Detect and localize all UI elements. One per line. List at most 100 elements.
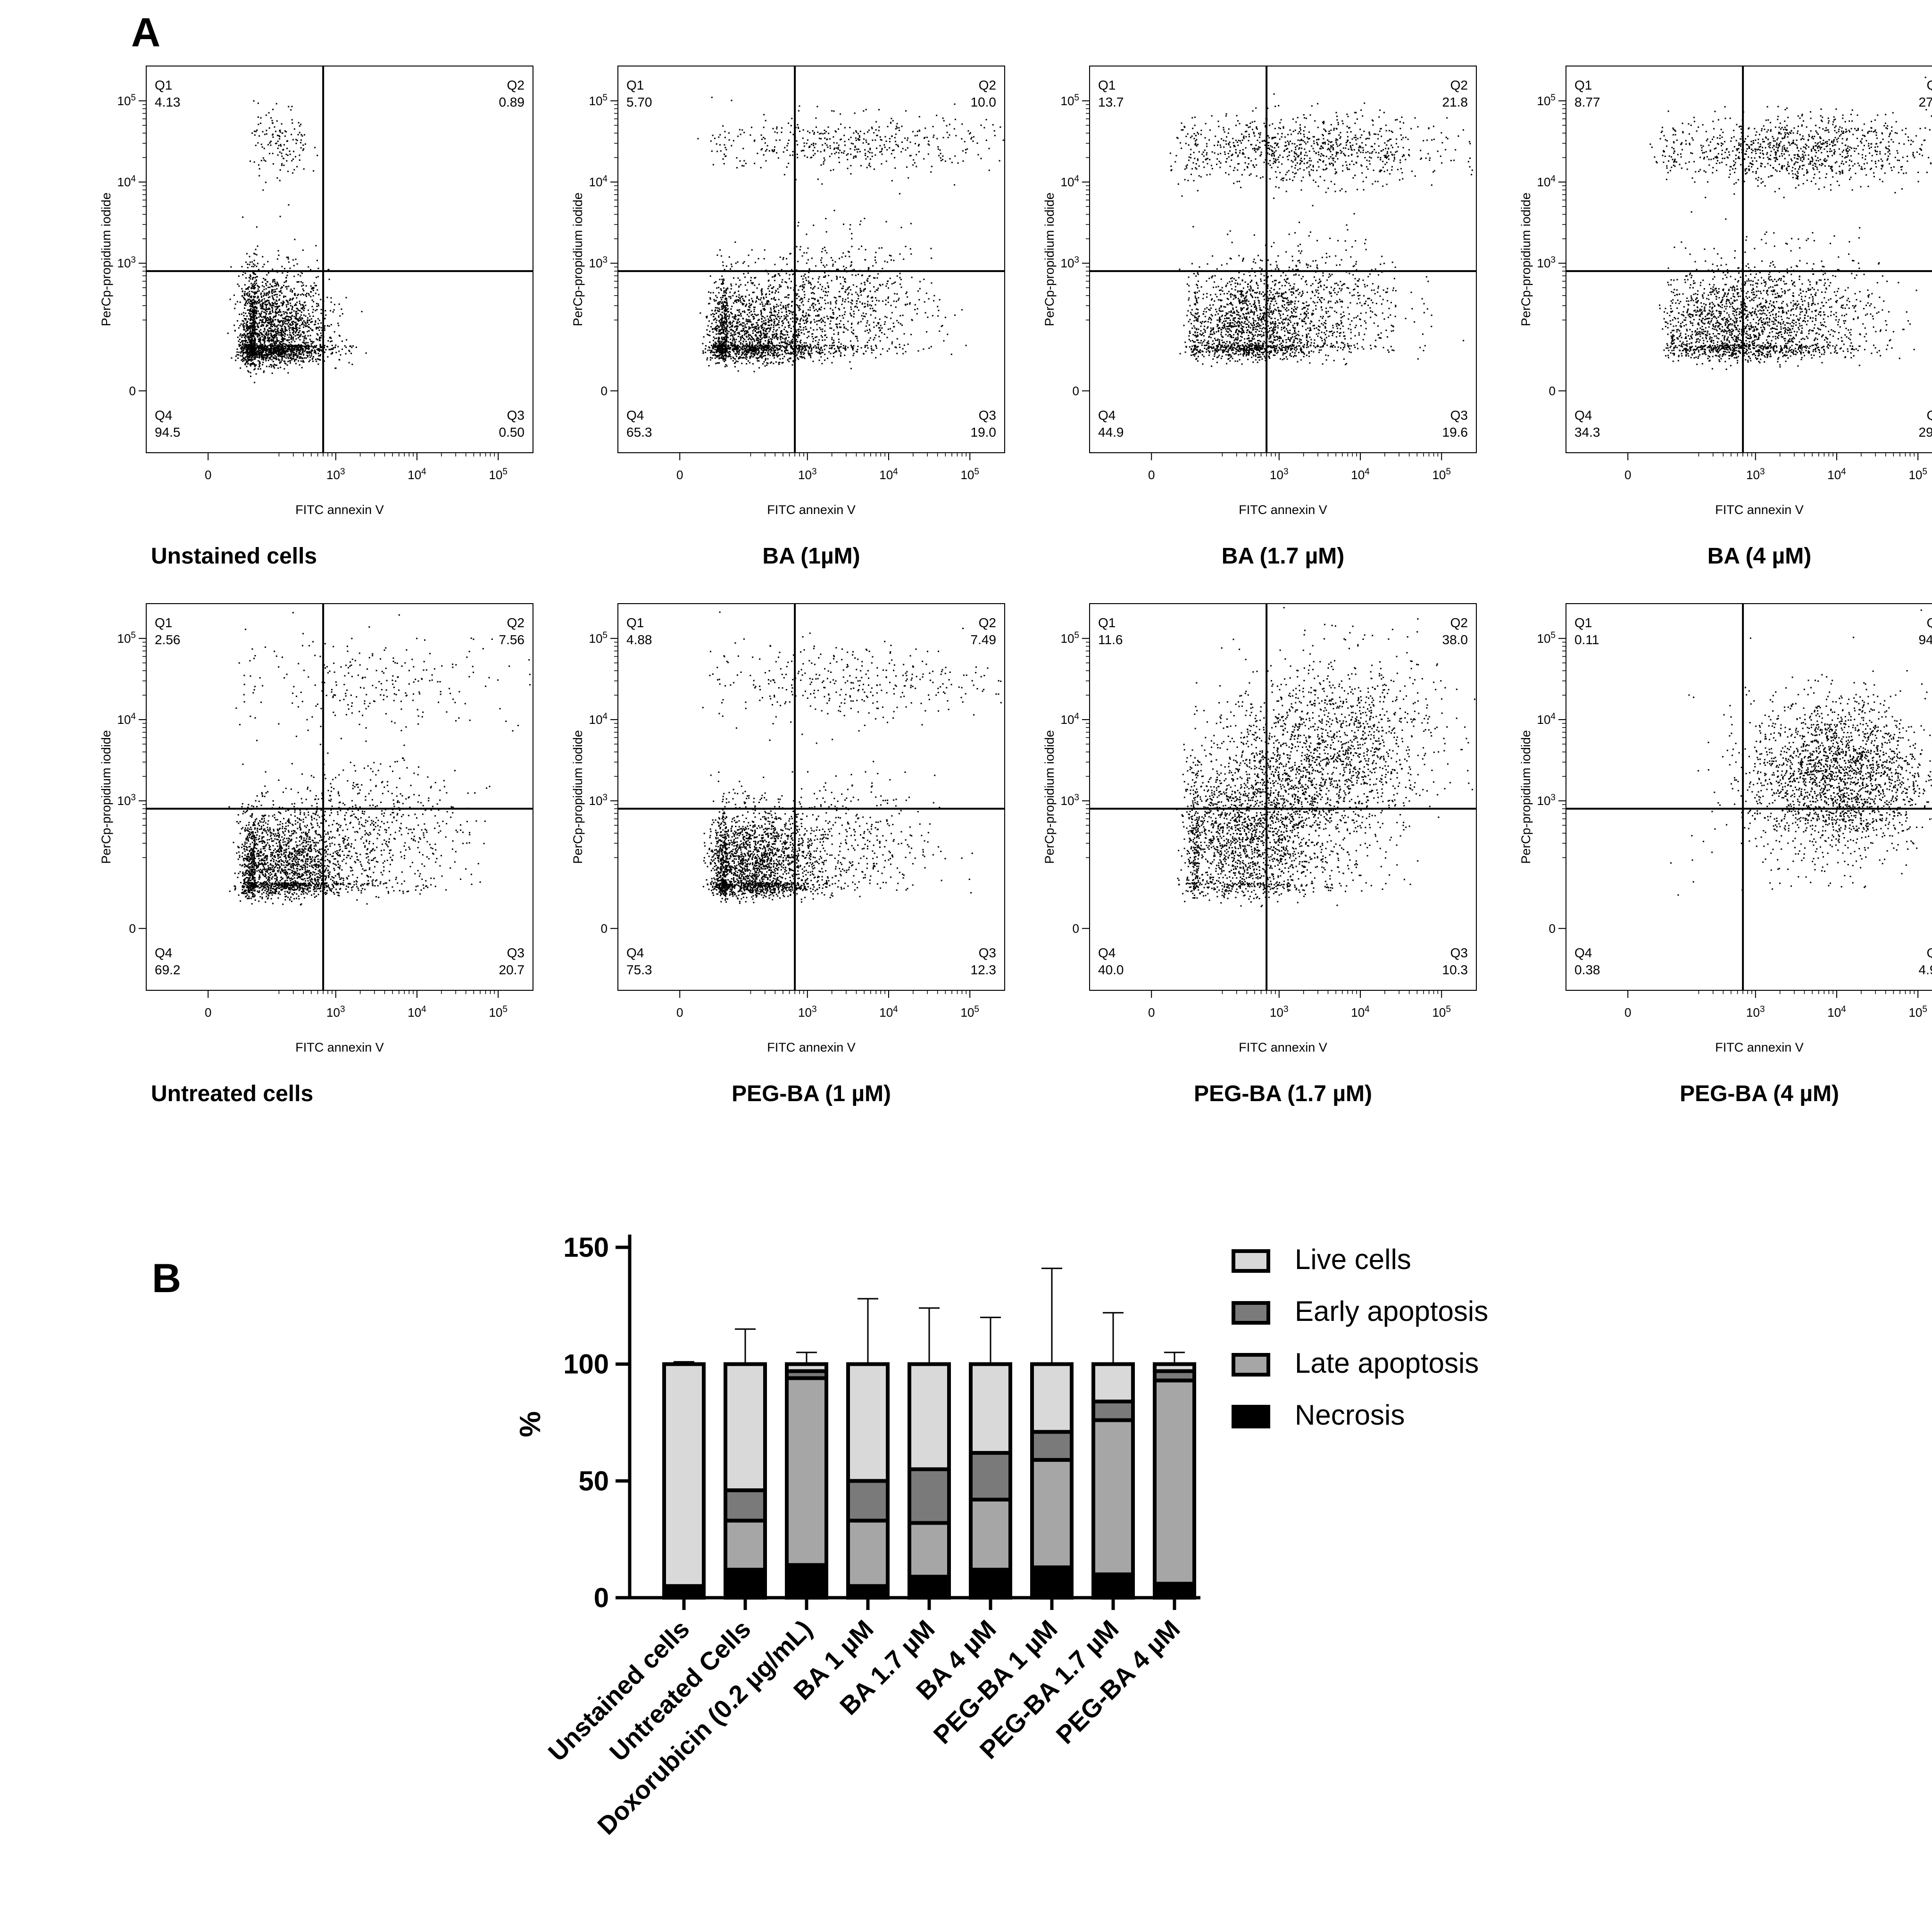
event-dot (733, 357, 734, 359)
event-dot (293, 356, 295, 357)
event-dot (721, 346, 723, 348)
event-dot (745, 350, 747, 352)
event-dot (749, 341, 750, 343)
event-dot (270, 321, 271, 323)
event-dot (900, 279, 902, 281)
event-dot (265, 288, 267, 290)
event-dot (292, 352, 294, 354)
event-dot (274, 325, 276, 327)
event-dot (318, 348, 320, 350)
event-dot (242, 334, 244, 336)
event-dot (292, 358, 294, 360)
event-dot (811, 333, 813, 335)
event-dot (286, 274, 288, 276)
event-dot (273, 345, 274, 347)
event-dot (727, 346, 729, 348)
event-dot (310, 350, 312, 352)
event-dot (352, 345, 354, 347)
event-dot (303, 342, 305, 344)
event-dot (282, 132, 283, 134)
event-dot (268, 272, 269, 274)
event-dot (351, 364, 353, 365)
event-dot (724, 342, 725, 344)
event-dot (743, 346, 745, 348)
event-dot (275, 356, 277, 358)
event-dot (318, 320, 320, 321)
event-dot (771, 338, 773, 340)
event-dot (244, 335, 246, 337)
event-dot (708, 346, 710, 348)
event-dot (790, 318, 791, 320)
event-dot (258, 340, 260, 341)
event-dot (261, 310, 263, 312)
event-dot (307, 319, 308, 321)
event-dot (766, 303, 768, 305)
event-dot (300, 333, 302, 335)
event-dot (246, 315, 248, 317)
event-dot (266, 354, 267, 356)
event-dot (779, 342, 781, 344)
event-dot (287, 361, 289, 363)
event-dot (804, 323, 805, 324)
event-dot (781, 333, 783, 334)
event-dot (716, 352, 717, 353)
event-dot (721, 299, 723, 300)
event-dot (767, 344, 769, 346)
event-dot (285, 131, 287, 133)
event-dot (718, 315, 720, 317)
event-dot (733, 320, 735, 322)
event-dot (265, 182, 266, 183)
event-dot (272, 280, 274, 282)
event-dot (254, 358, 256, 360)
event-dot (270, 324, 272, 325)
event-dot (258, 340, 259, 342)
event-dot (243, 360, 245, 362)
event-dot (280, 290, 282, 291)
event-dot (768, 285, 770, 287)
event-dot (286, 141, 288, 142)
event-dot (802, 281, 804, 283)
event-dot (778, 299, 780, 300)
event-dot (761, 318, 763, 320)
event-dot (278, 334, 280, 336)
event-dot (731, 285, 733, 287)
event-dot (311, 340, 313, 342)
event-dot (250, 375, 251, 377)
event-dot (261, 303, 263, 305)
event-dot (258, 164, 259, 166)
event-dot (722, 359, 724, 361)
event-dot (321, 330, 323, 331)
event-dot (266, 340, 268, 342)
event-dot (258, 102, 259, 104)
event-dot (295, 363, 297, 365)
dot-cloud (697, 97, 1004, 373)
event-dot (253, 312, 255, 314)
event-dot (719, 279, 721, 281)
event-dot (788, 326, 790, 328)
event-dot (796, 298, 798, 299)
event-dot (301, 307, 303, 309)
event-dot (278, 254, 280, 256)
event-dot (272, 305, 274, 307)
event-dot (309, 359, 311, 361)
event-dot (271, 364, 273, 366)
event-dot (716, 287, 718, 289)
event-dot (270, 349, 272, 351)
event-dot (761, 290, 763, 292)
event-dot (274, 334, 276, 336)
event-dot (266, 348, 268, 350)
event-dot (760, 310, 762, 311)
event-dot (279, 305, 281, 307)
event-dot (275, 346, 277, 348)
event-dot (738, 351, 740, 353)
event-dot (714, 357, 716, 359)
event-dot (265, 303, 266, 305)
event-dot (290, 319, 292, 321)
event-dot (303, 320, 305, 322)
event-dot (790, 357, 791, 359)
event-dot (765, 323, 767, 325)
event-dot (251, 332, 253, 334)
event-dot (754, 307, 756, 308)
event-dot (271, 340, 273, 342)
event-dot (253, 323, 255, 325)
